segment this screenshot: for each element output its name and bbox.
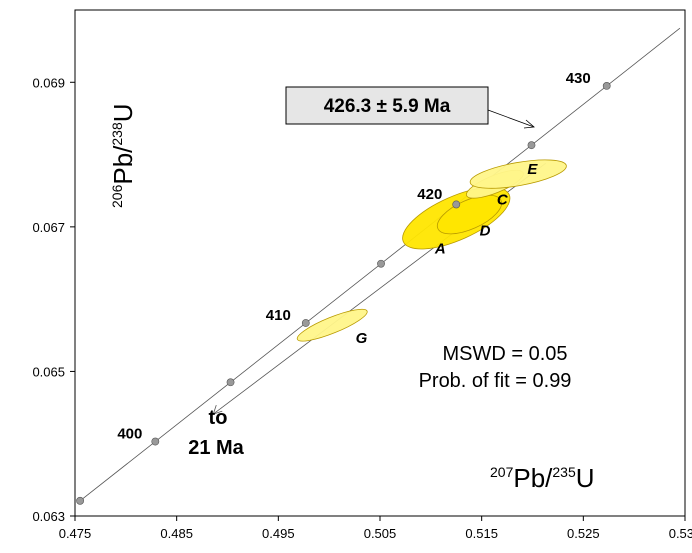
- age-label-420: 420: [417, 186, 442, 203]
- result-arrowhead: [523, 119, 535, 129]
- x-tick-label: 0.525: [567, 526, 600, 541]
- lower-intercept-to: to: [209, 407, 228, 429]
- concordia-point-430: [602, 82, 611, 90]
- error-ellipses: [296, 159, 567, 342]
- result-box: [285, 86, 489, 125]
- age-label-410: 410: [266, 307, 291, 324]
- concordia-point-405: [226, 378, 235, 387]
- x-axis-ticks: 0.475 0.485 0.495 0.505 0.515 0.525 0.535: [59, 516, 692, 541]
- result-age-label: 426.3 ± 5.9 Ma: [324, 96, 451, 117]
- chart-labels: 400 410 420 430 A DC E G: [117, 70, 590, 443]
- x-tick-label: 0.505: [364, 526, 397, 541]
- ellipse-label-E: E: [527, 161, 538, 178]
- age-label-400: 400: [117, 426, 142, 443]
- concordia-point-415: [377, 259, 385, 268]
- x-tick-label: 0.485: [160, 526, 193, 541]
- ellipse-E: [469, 159, 567, 189]
- ellipse-G: [296, 308, 368, 342]
- x-tick-label: 0.495: [262, 526, 295, 541]
- mswd-label: MSWD = 0.05: [442, 343, 567, 365]
- x-axis-title: 207Pb/235U: [490, 463, 595, 493]
- lower-intercept-age: 21 Ma: [188, 437, 244, 459]
- y-tick-label: 0.067: [32, 220, 65, 235]
- discordia-arrowhead: [212, 404, 223, 415]
- concordia-age-points: [76, 82, 611, 505]
- ellipse-D: [436, 194, 502, 235]
- x-tick-label: 0.535: [669, 526, 692, 541]
- concordia-point-420: [452, 200, 461, 209]
- y-axis-title: 206Pb/238U: [108, 103, 138, 208]
- concordia-point-400: [151, 437, 160, 446]
- y-tick-label: 0.065: [32, 364, 65, 379]
- result-leader-line: [487, 109, 535, 128]
- ellipse-label-D: D: [480, 222, 491, 239]
- y-tick-label: 0.069: [32, 75, 65, 90]
- ellipse-label-G: G: [356, 330, 368, 347]
- prob-fit-label: Prob. of fit = 0.99: [419, 370, 572, 392]
- y-tick-label: 0.063: [32, 509, 65, 524]
- ellipse-label-A: A: [434, 241, 446, 258]
- x-tick-label: 0.475: [59, 526, 92, 541]
- concordia-point-410: [301, 319, 310, 327]
- y-axis-ticks: 0.063 0.065 0.067 0.069: [32, 75, 75, 524]
- ellipse-label-C: C: [497, 191, 509, 208]
- age-label-430: 430: [566, 70, 591, 87]
- x-tick-label: 0.515: [465, 526, 498, 541]
- concordia-point-395: [76, 496, 84, 505]
- concordia-point-425: [527, 141, 536, 150]
